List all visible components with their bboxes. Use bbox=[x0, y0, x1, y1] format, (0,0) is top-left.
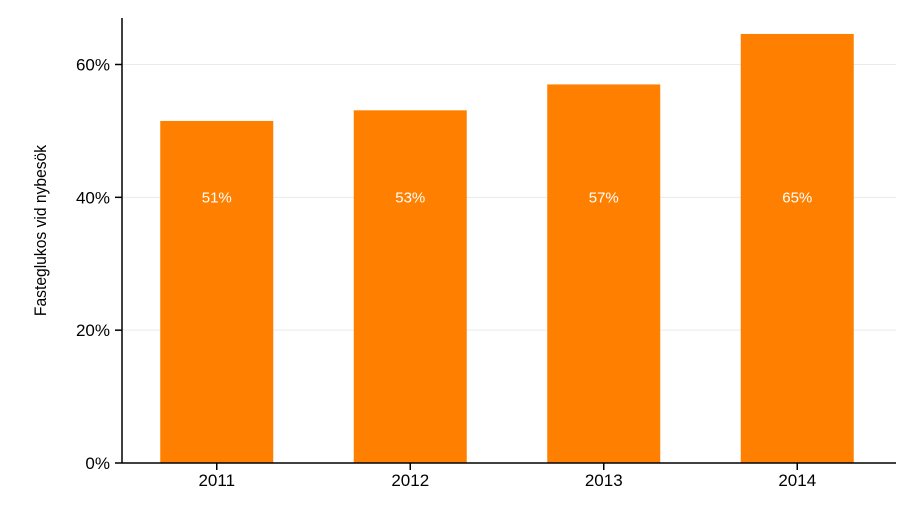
axes bbox=[121, 18, 896, 464]
y-ticks: 0% 20% 40% 60% bbox=[76, 55, 122, 473]
bar-data-label: 65% bbox=[782, 189, 812, 206]
bars: 51% 53% 57% 65% bbox=[160, 33, 854, 464]
x-tick-label: 2013 bbox=[585, 471, 623, 490]
bar-2013 bbox=[547, 84, 661, 463]
x-ticks: 2011 2012 2013 2014 bbox=[198, 463, 816, 490]
bar-data-label: 53% bbox=[395, 189, 425, 206]
x-tick-label: 2014 bbox=[778, 471, 816, 490]
x-tick-label: 2011 bbox=[198, 471, 235, 490]
y-tick-label: 40% bbox=[76, 188, 110, 207]
x-tick-label: 2012 bbox=[391, 471, 429, 490]
bar-2011 bbox=[160, 120, 274, 464]
y-tick-label: 60% bbox=[76, 55, 110, 74]
bar-data-label: 57% bbox=[589, 189, 619, 206]
y-tick-label: 20% bbox=[76, 321, 110, 340]
bar-2012 bbox=[353, 110, 467, 463]
bar-2014 bbox=[740, 33, 854, 463]
bar-data-label: 51% bbox=[202, 189, 232, 206]
y-axis-title: Fasteglukos vid nybesök bbox=[31, 144, 50, 316]
y-tick-label: 0% bbox=[85, 454, 110, 473]
